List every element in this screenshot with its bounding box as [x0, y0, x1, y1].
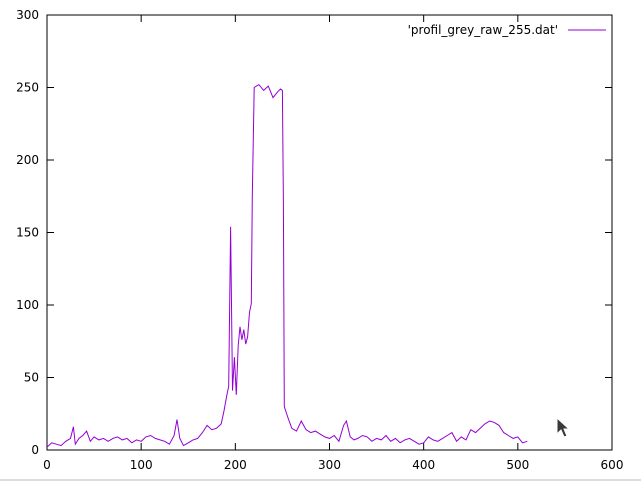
plot-border: [46, 14, 613, 451]
x-tick-label: 500: [506, 458, 529, 472]
x-tick-label: 300: [318, 458, 341, 472]
x-tick-label: 200: [224, 458, 247, 472]
x-tick-label: 100: [130, 458, 153, 472]
mouse-pointer-icon: [556, 417, 570, 438]
y-tick-label: 200: [16, 153, 39, 167]
y-tick-label: 0: [31, 443, 39, 457]
y-tick-label: 150: [16, 226, 39, 240]
axis-labels: 0 100 200 300 400 500 600 0 50 100 150 200 250 300: [16, 8, 623, 472]
y-tick-label: 300: [16, 8, 39, 22]
series-line: [46, 83, 528, 448]
axis-ticks: [46, 14, 613, 451]
legend: 'profil_grey_raw_255.dat': [408, 23, 606, 37]
x-tick-label: 400: [412, 458, 435, 472]
legend-label: 'profil_grey_raw_255.dat': [408, 23, 558, 37]
y-tick-label: 250: [16, 81, 39, 95]
x-tick-label: 0: [43, 458, 51, 472]
y-tick-label: 100: [16, 298, 39, 312]
y-tick-label: 50: [24, 371, 39, 385]
window-edge: [0, 479, 641, 481]
x-tick-label: 600: [601, 458, 624, 472]
